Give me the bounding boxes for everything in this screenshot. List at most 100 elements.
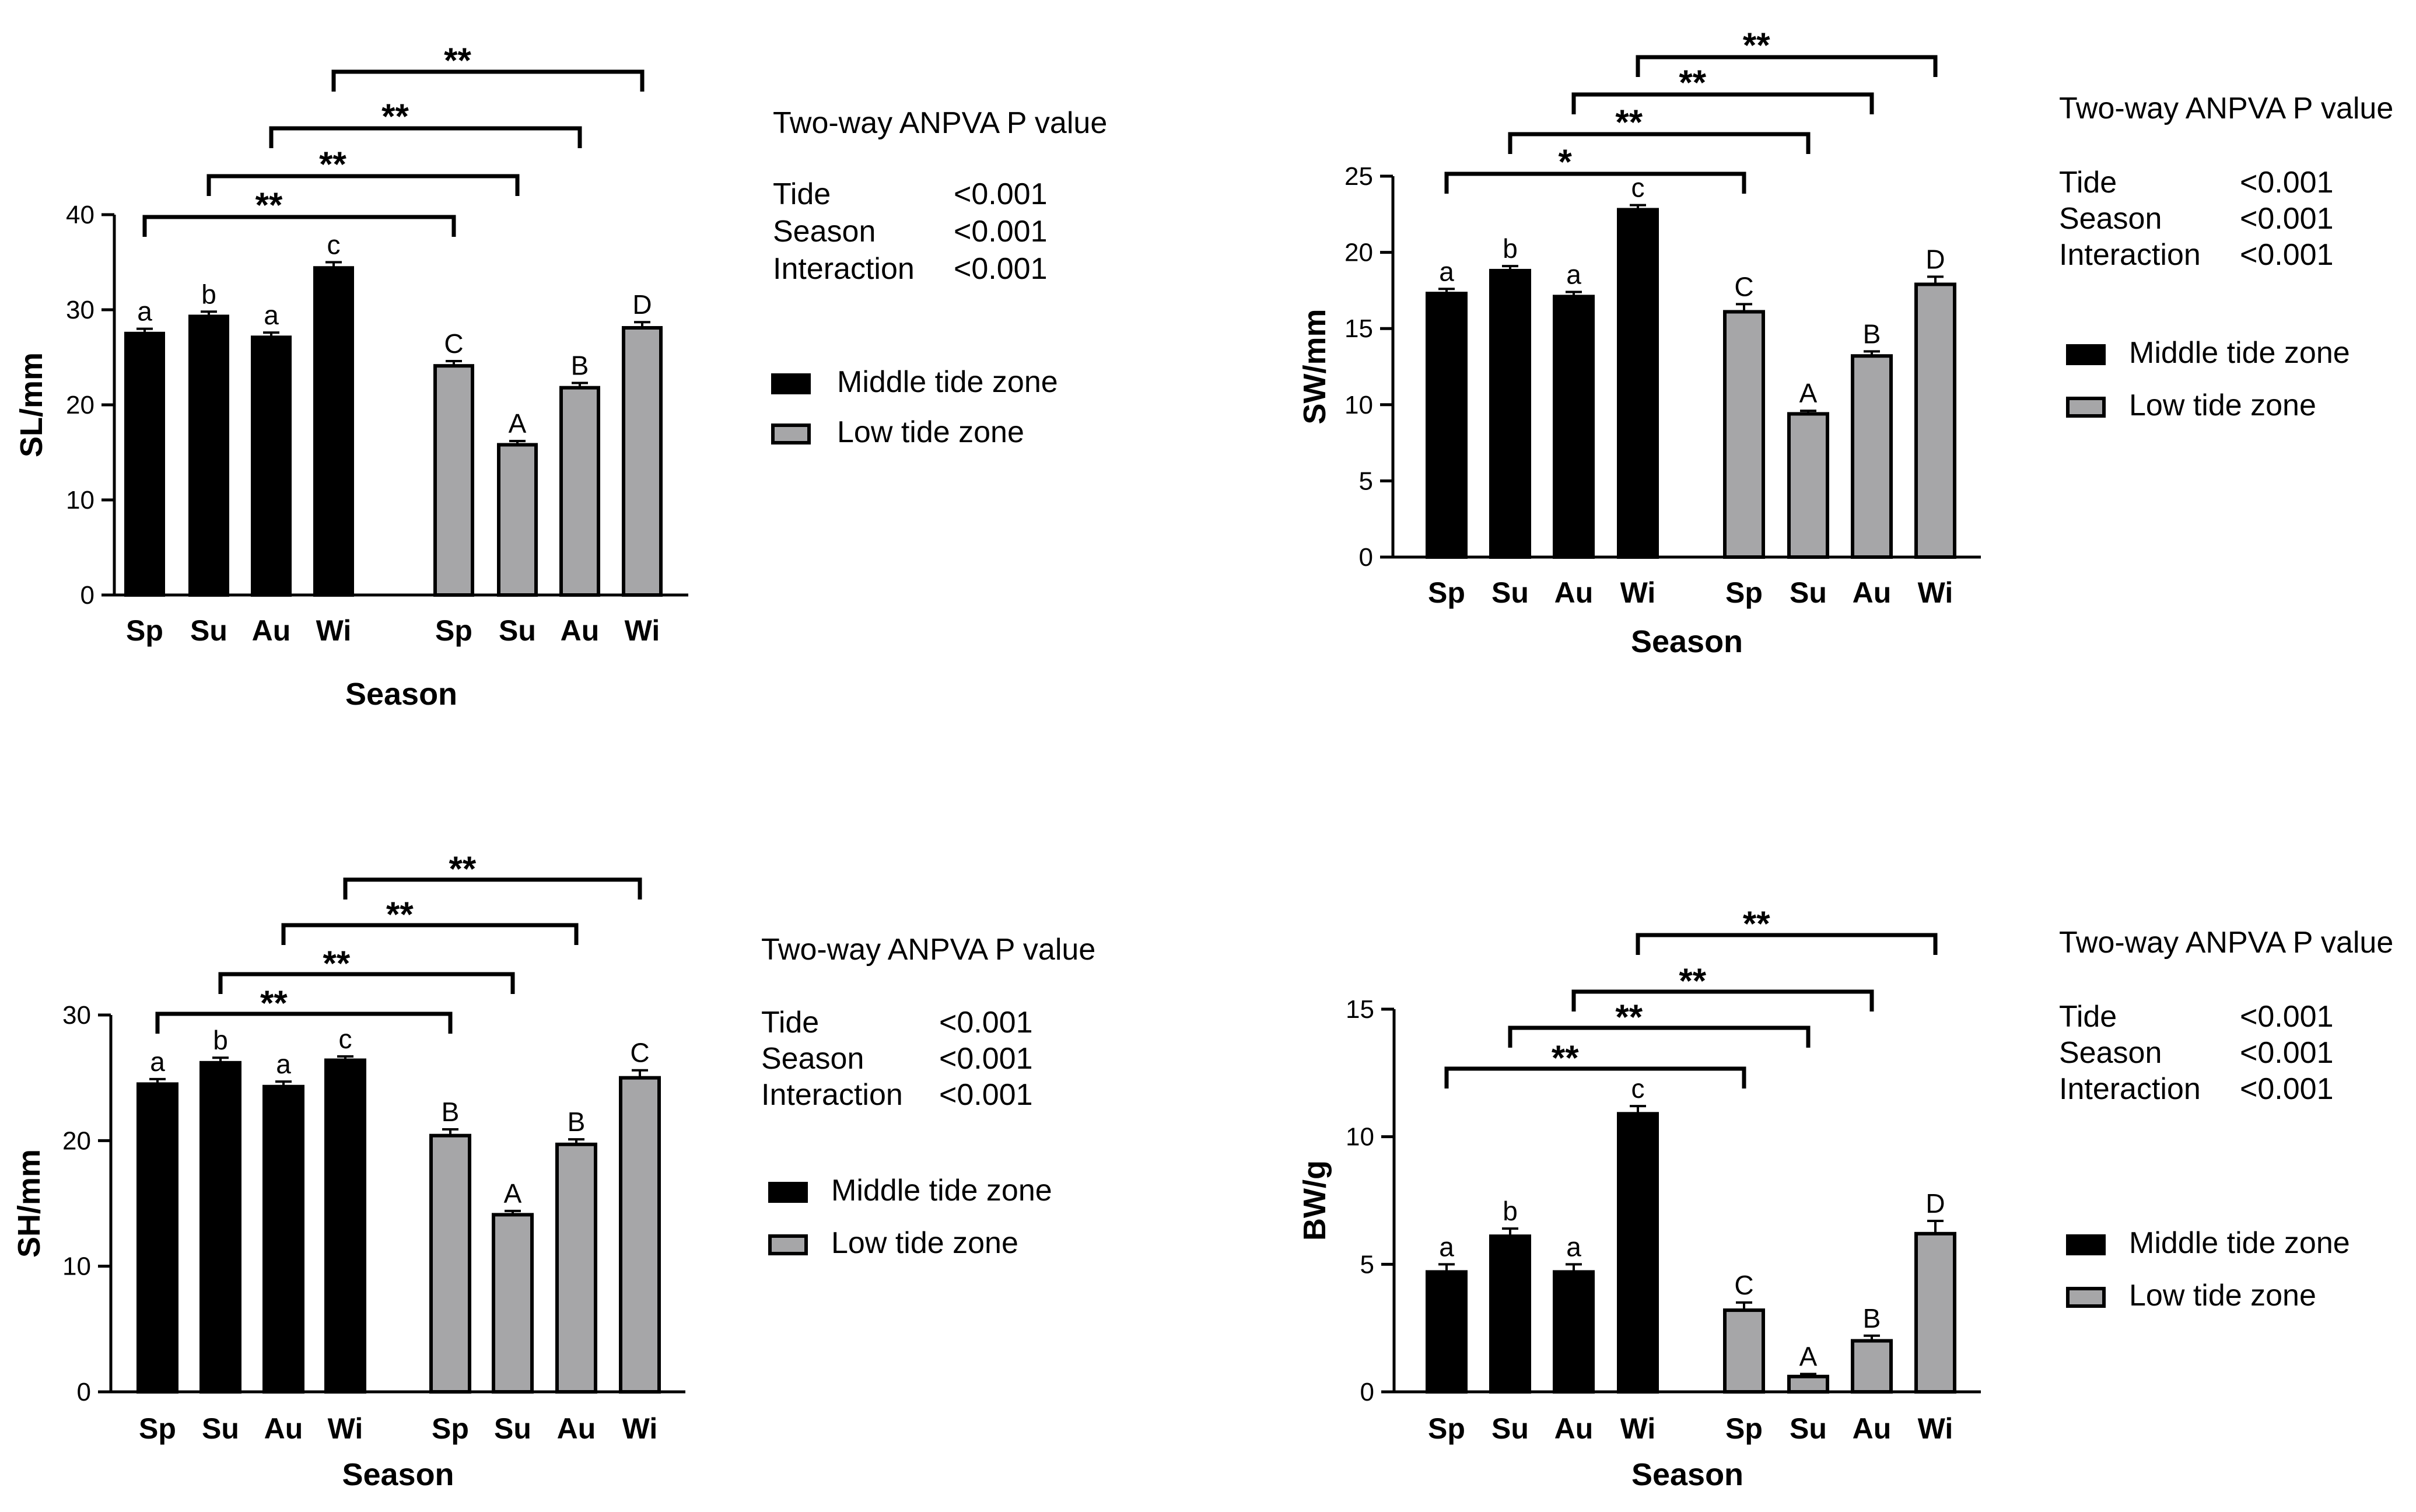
stats-title: Two-way ANPVA P value [761, 933, 1095, 967]
x-tick-label: Sp [435, 614, 472, 647]
stats-value: <0.001 [939, 1042, 1033, 1076]
x-tick-label: Wi [1918, 576, 1953, 609]
legend-swatch-low-tide [771, 424, 811, 444]
x-tick-label: Au [561, 614, 600, 647]
bar-low-tide [492, 1213, 534, 1394]
significance-letter: A [1799, 1341, 1818, 1371]
bar-middle-tide [199, 1060, 241, 1394]
bar-low-tide [1787, 412, 1829, 559]
comparison-bracket [206, 174, 520, 196]
x-tick-label: Sp [1428, 576, 1465, 609]
bar-middle-tide [1426, 1270, 1468, 1394]
y-axis-label: SL/mm [14, 352, 49, 457]
x-axis-label: Season [345, 677, 457, 712]
y-tick-label: 10 [62, 1252, 91, 1281]
legend-label: Middle tide zone [2129, 336, 2350, 370]
stats-label: Season [773, 215, 876, 249]
comparison-significance: ** [255, 186, 283, 225]
significance-letter: b [1503, 1196, 1518, 1226]
x-tick-label: Sp [139, 1412, 176, 1445]
y-tick-label: 20 [66, 391, 94, 419]
significance-letter: A [504, 1178, 522, 1209]
stats-value: <0.001 [2240, 1036, 2334, 1070]
bar-middle-tide [1489, 1234, 1531, 1394]
significance-letter: a [1439, 256, 1454, 286]
x-axis-label: Season [342, 1457, 454, 1492]
bar-low-tide [1787, 1374, 1829, 1394]
comparison-bracket [155, 1012, 453, 1034]
panel-bw: 0 5 10 15 BW/g Season a Sp b Su a Au c Wi C Sp A Su B Au D Wi… [1297, 904, 2393, 1492]
significance-letter: B [1863, 318, 1881, 349]
significance-letter: B [571, 351, 589, 381]
bar-low-tide [1851, 1339, 1893, 1394]
x-axis-label: Season [1631, 624, 1743, 659]
significance-letter: A [509, 408, 527, 439]
bar-low-tide [1723, 1308, 1765, 1394]
comparison-significance: ** [386, 895, 414, 934]
comparison-significance: * [1559, 142, 1573, 181]
significance-letter: c [1631, 1073, 1645, 1104]
comparison-bracket [1444, 172, 1746, 194]
bar-low-tide [1914, 1231, 1956, 1394]
significance-letter: a [1566, 260, 1581, 290]
bar-middle-tide [324, 1058, 366, 1394]
comparison-significance: ** [1615, 998, 1643, 1037]
stats-label: Interaction [761, 1078, 903, 1112]
significance-letter: D [1925, 244, 1945, 274]
bar-middle-tide [188, 314, 229, 597]
stats-value: <0.001 [939, 1078, 1033, 1112]
bar-low-tide [1851, 354, 1893, 559]
x-tick-label: Su [202, 1412, 239, 1445]
y-tick-label: 20 [62, 1126, 91, 1155]
significance-letter: a [137, 296, 152, 327]
x-tick-label: Su [494, 1412, 531, 1445]
legend-swatch-middle-tide [771, 373, 811, 394]
stats-label: Season [2059, 202, 2162, 236]
panel-sw: 0 5 10 15 20 25 SW/mm Season a Sp b Su a Au c Wi C Sp A Su B… [1297, 26, 2393, 659]
significance-letter: a [264, 300, 279, 330]
comparison-bracket [1508, 132, 1811, 154]
y-tick-label: 10 [66, 486, 94, 514]
comparison-significance: ** [1679, 63, 1706, 102]
comparison-significance: ** [323, 944, 351, 983]
bar-low-tide [497, 443, 538, 597]
stats-label: Tide [2059, 166, 2117, 200]
legend-label: Low tide zone [837, 415, 1024, 449]
bar-middle-tide [1617, 1112, 1659, 1394]
comparison-significance: ** [449, 849, 477, 888]
legend-label: Middle tide zone [2129, 1226, 2350, 1260]
comparison-bracket [1508, 1026, 1811, 1048]
legend-swatch-middle-tide [2066, 344, 2106, 365]
stats-label: Tide [761, 1006, 819, 1040]
stats-label: Tide [773, 177, 831, 211]
x-tick-label: Au [1853, 576, 1892, 609]
y-tick-label: 30 [62, 1001, 91, 1030]
significance-letter: c [327, 230, 341, 260]
y-tick-label: 40 [66, 201, 94, 229]
significance-letter: C [1734, 271, 1753, 302]
y-tick-label: 15 [1346, 995, 1374, 1024]
comparison-bracket [1571, 92, 1874, 114]
x-tick-label: Au [1554, 576, 1594, 609]
significance-letter: b [213, 1025, 228, 1055]
x-tick-label: Au [264, 1412, 303, 1445]
comparison-bracket [331, 69, 645, 92]
x-tick-label: Wi [328, 1412, 363, 1445]
panel-sl: 0 10 20 30 40 SL/mm Season a Sp b Su a Au c Wi C Sp A Su B A… [14, 41, 1107, 712]
legend-swatch-low-tide [2066, 397, 2106, 418]
bar-middle-tide [124, 331, 165, 597]
x-tick-label: Wi [622, 1412, 658, 1445]
x-tick-label: Sp [1725, 576, 1763, 609]
comparison-bracket [1571, 989, 1874, 1012]
stats-value: <0.001 [954, 215, 1048, 249]
bar-middle-tide [1617, 208, 1659, 559]
y-tick-label: 5 [1359, 467, 1373, 495]
stats-value: <0.001 [939, 1006, 1033, 1040]
x-tick-label: Sp [1725, 1412, 1763, 1445]
bar-low-tide [559, 386, 600, 597]
legend-swatch-middle-tide [2066, 1234, 2106, 1255]
stats-title: Two-way ANPVA P value [2059, 92, 2393, 125]
stats-label: Interaction [2059, 1072, 2201, 1106]
y-tick-label: 0 [1360, 1378, 1374, 1406]
stats-label: Tide [2059, 1000, 2117, 1034]
